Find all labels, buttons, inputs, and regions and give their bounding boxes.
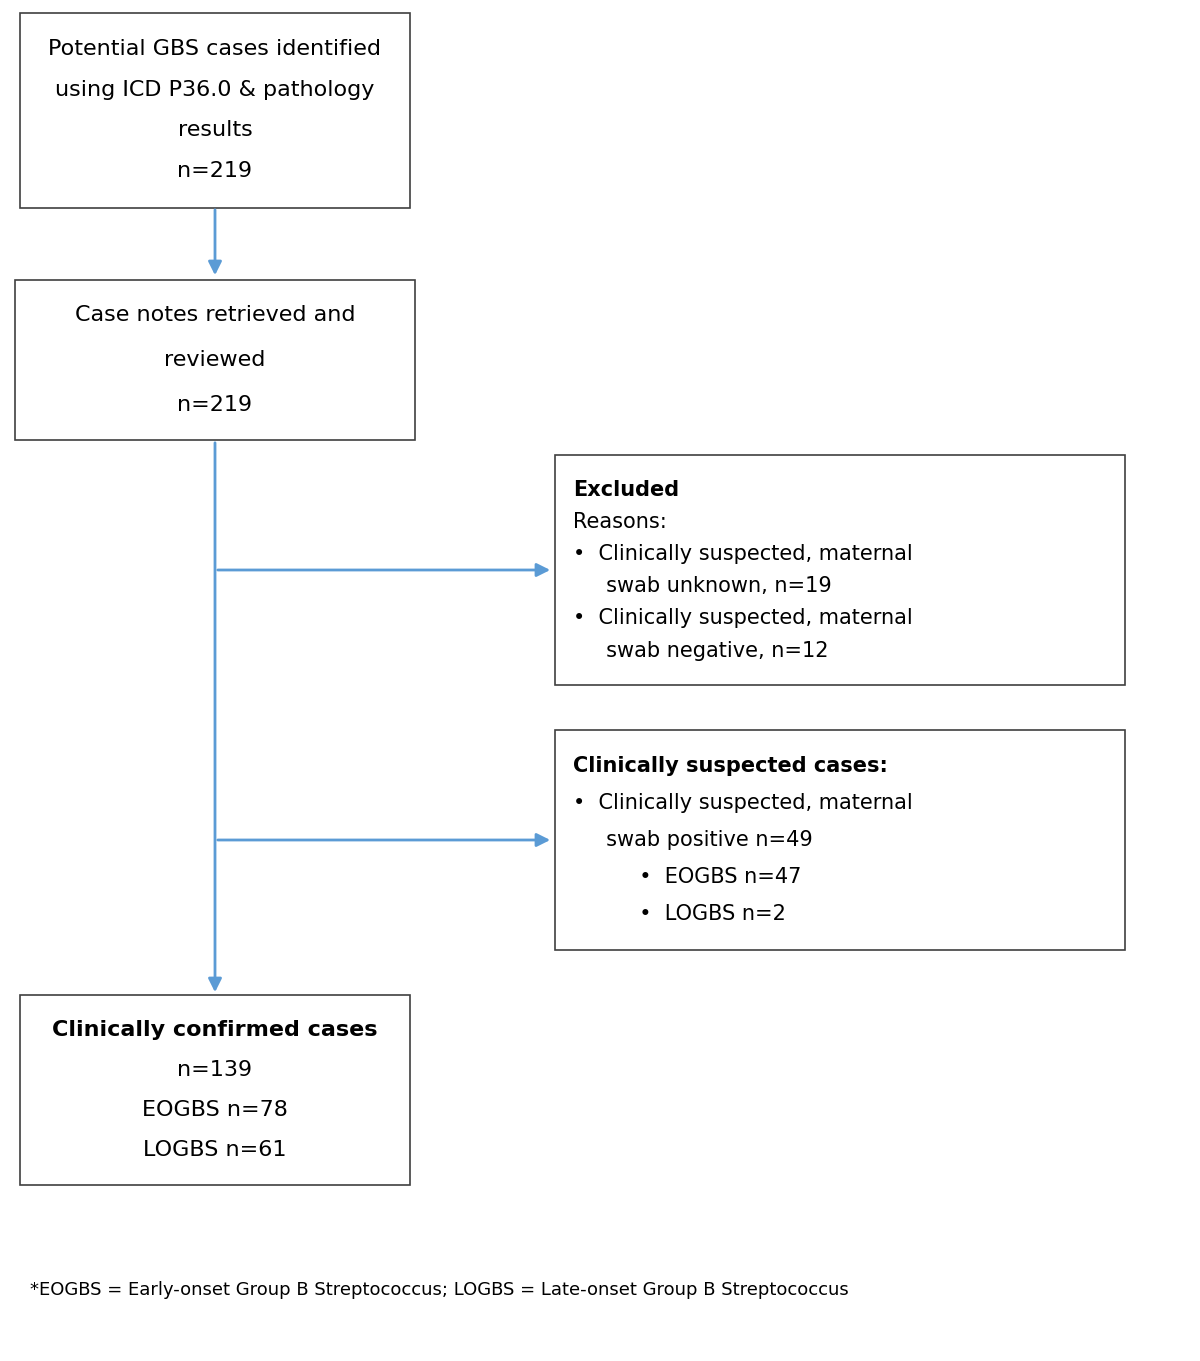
Text: n=139: n=139 xyxy=(178,1060,252,1081)
Text: Reasons:: Reasons: xyxy=(574,512,667,532)
Text: swab unknown, n=19: swab unknown, n=19 xyxy=(574,576,832,596)
Bar xyxy=(20,995,410,1185)
Text: Clinically confirmed cases: Clinically confirmed cases xyxy=(53,1021,378,1040)
Text: swab positive n=49: swab positive n=49 xyxy=(574,830,812,851)
Text: Potential GBS cases identified: Potential GBS cases identified xyxy=(48,38,382,59)
Text: Case notes retrieved and: Case notes retrieved and xyxy=(74,305,355,325)
Text: Excluded: Excluded xyxy=(574,479,679,499)
Text: •  EOGBS n=47: • EOGBS n=47 xyxy=(574,867,802,887)
Text: LOGBS n=61: LOGBS n=61 xyxy=(143,1141,287,1160)
Text: *EOGBS = Early-onset Group B Streptococcus; LOGBS = Late-onset Group B Streptoco: *EOGBS = Early-onset Group B Streptococc… xyxy=(30,1281,848,1298)
Text: •  LOGBS n=2: • LOGBS n=2 xyxy=(574,904,786,924)
Text: results: results xyxy=(178,121,252,140)
Bar xyxy=(554,729,1126,950)
Text: using ICD P36.0 & pathology: using ICD P36.0 & pathology xyxy=(55,79,374,99)
Text: •  Clinically suspected, maternal: • Clinically suspected, maternal xyxy=(574,544,913,563)
Text: •  Clinically suspected, maternal: • Clinically suspected, maternal xyxy=(574,608,913,629)
Text: EOGBS n=78: EOGBS n=78 xyxy=(142,1100,288,1120)
Bar xyxy=(20,12,410,207)
Text: n=219: n=219 xyxy=(178,395,252,415)
Text: •  Clinically suspected, maternal: • Clinically suspected, maternal xyxy=(574,793,913,813)
Text: reviewed: reviewed xyxy=(164,350,265,370)
Bar xyxy=(554,455,1126,685)
Bar xyxy=(14,280,415,440)
Text: Clinically suspected cases:: Clinically suspected cases: xyxy=(574,757,888,776)
Text: n=219: n=219 xyxy=(178,162,252,181)
Text: swab negative, n=12: swab negative, n=12 xyxy=(574,641,828,660)
